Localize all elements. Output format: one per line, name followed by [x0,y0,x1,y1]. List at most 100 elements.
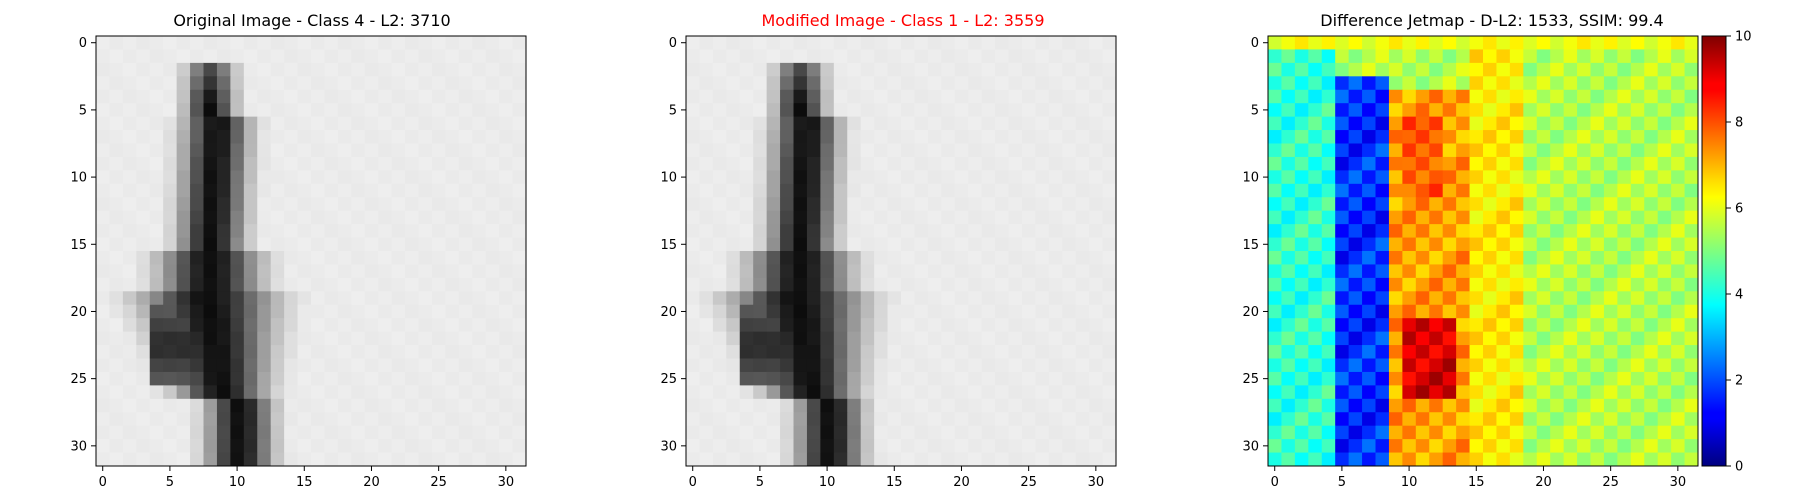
heatmap-cell [364,277,379,292]
heatmap-cell [1021,210,1036,225]
heatmap-cell [927,452,942,467]
heatmap-cell [847,345,862,359]
heatmap-cell [284,76,298,91]
heatmap-cell [499,345,513,359]
heatmap-cell [726,385,741,400]
heatmap-cell [163,358,178,373]
heatmap-cell [1442,398,1457,413]
heatmap-cell [1456,277,1470,292]
heatmap-cell [284,398,298,413]
heatmap-cell [793,197,808,212]
heatmap-cell [1388,143,1403,158]
heatmap-cell [1375,224,1390,238]
heatmap-cell [833,264,848,279]
heatmap-cell [780,251,794,265]
heatmap-cell [766,385,781,400]
heatmap-cell [270,49,285,64]
heatmap-cell [458,251,473,265]
heatmap-cell [1577,197,1591,212]
heatmap-cell [378,62,393,77]
heatmap-cell [485,103,500,118]
heatmap-cell [981,331,996,346]
heatmap-cell [176,76,191,91]
heatmap-cell [190,49,204,64]
heatmap-cell [1509,264,1524,279]
heatmap-cell [431,62,446,77]
heatmap-cell [1577,412,1591,427]
heatmap-cell [1388,251,1403,265]
heatmap-cell [1035,251,1050,265]
heatmap-cell [203,277,218,292]
heatmap-cell [1496,143,1511,158]
heatmap-cell [1684,36,1699,50]
heatmap-cell [726,371,741,386]
heatmap-cell [418,224,433,238]
heatmap-cell [1644,251,1659,265]
heatmap-cell [203,251,218,265]
heatmap-cell [216,197,231,212]
heatmap-cell [1388,318,1403,333]
heatmap-cell [806,76,821,91]
heatmap-cell [1603,170,1618,185]
heatmap-cell [1684,412,1699,427]
heatmap-cell [364,358,379,373]
heatmap-cell [1630,452,1645,467]
heatmap-cell [874,76,888,91]
heatmap-cell [418,331,433,346]
heatmap-cell [337,452,352,467]
heatmap-cell [820,224,835,238]
heatmap-cell [793,452,808,467]
heatmap-cell [927,103,942,118]
heatmap-cell [1294,331,1309,346]
heatmap-cell [1577,170,1591,185]
heatmap-cell [1075,412,1090,427]
heatmap-cell [418,130,433,144]
heatmap-cell [324,62,339,77]
heatmap-cell [686,237,700,252]
heatmap-cell [1021,385,1036,400]
heatmap-cell [1348,371,1363,386]
heatmap-cell [1021,398,1036,413]
heatmap-cell [499,237,513,252]
heatmap-cell [176,237,191,252]
heatmap-cell [418,36,433,50]
heatmap-cell [968,143,983,158]
heatmap-cell [257,36,272,50]
heatmap-cell [806,156,821,171]
heatmap-cell [954,452,969,467]
heatmap-cell [163,425,178,440]
heatmap-cell [1644,210,1659,225]
heatmap-cell [860,130,875,144]
heatmap-cell [1671,49,1685,64]
heatmap-cell [941,49,956,64]
heatmap-cell [472,36,487,50]
heatmap-cell [109,237,124,252]
heatmap-cell [136,210,151,225]
heatmap-cell [445,277,460,292]
heatmap-cell [1496,371,1511,386]
heatmap-cell [1469,36,1484,50]
heatmap-cell [1335,183,1350,198]
heatmap-cell [739,345,754,359]
heatmap-cell [1577,439,1591,453]
heatmap-cell [136,371,151,386]
heatmap-cell [1469,264,1484,279]
heatmap-cell [109,412,124,427]
heatmap-cell [820,76,835,91]
heatmap-cell [230,277,245,292]
heatmap-cell [1362,237,1376,252]
heatmap-cell [405,291,419,306]
heatmap-cell [914,318,929,333]
heatmap-cell [739,264,754,279]
heatmap-cell [311,237,325,252]
heatmap-cell [163,277,178,292]
heatmap-cell [378,331,393,346]
heatmap-cell [1577,116,1591,131]
heatmap-cell [1442,304,1457,319]
x-tick-label: 10 [229,475,246,490]
heatmap-cell [887,36,902,50]
heatmap-cell [284,224,298,238]
heatmap-cell [874,49,888,64]
